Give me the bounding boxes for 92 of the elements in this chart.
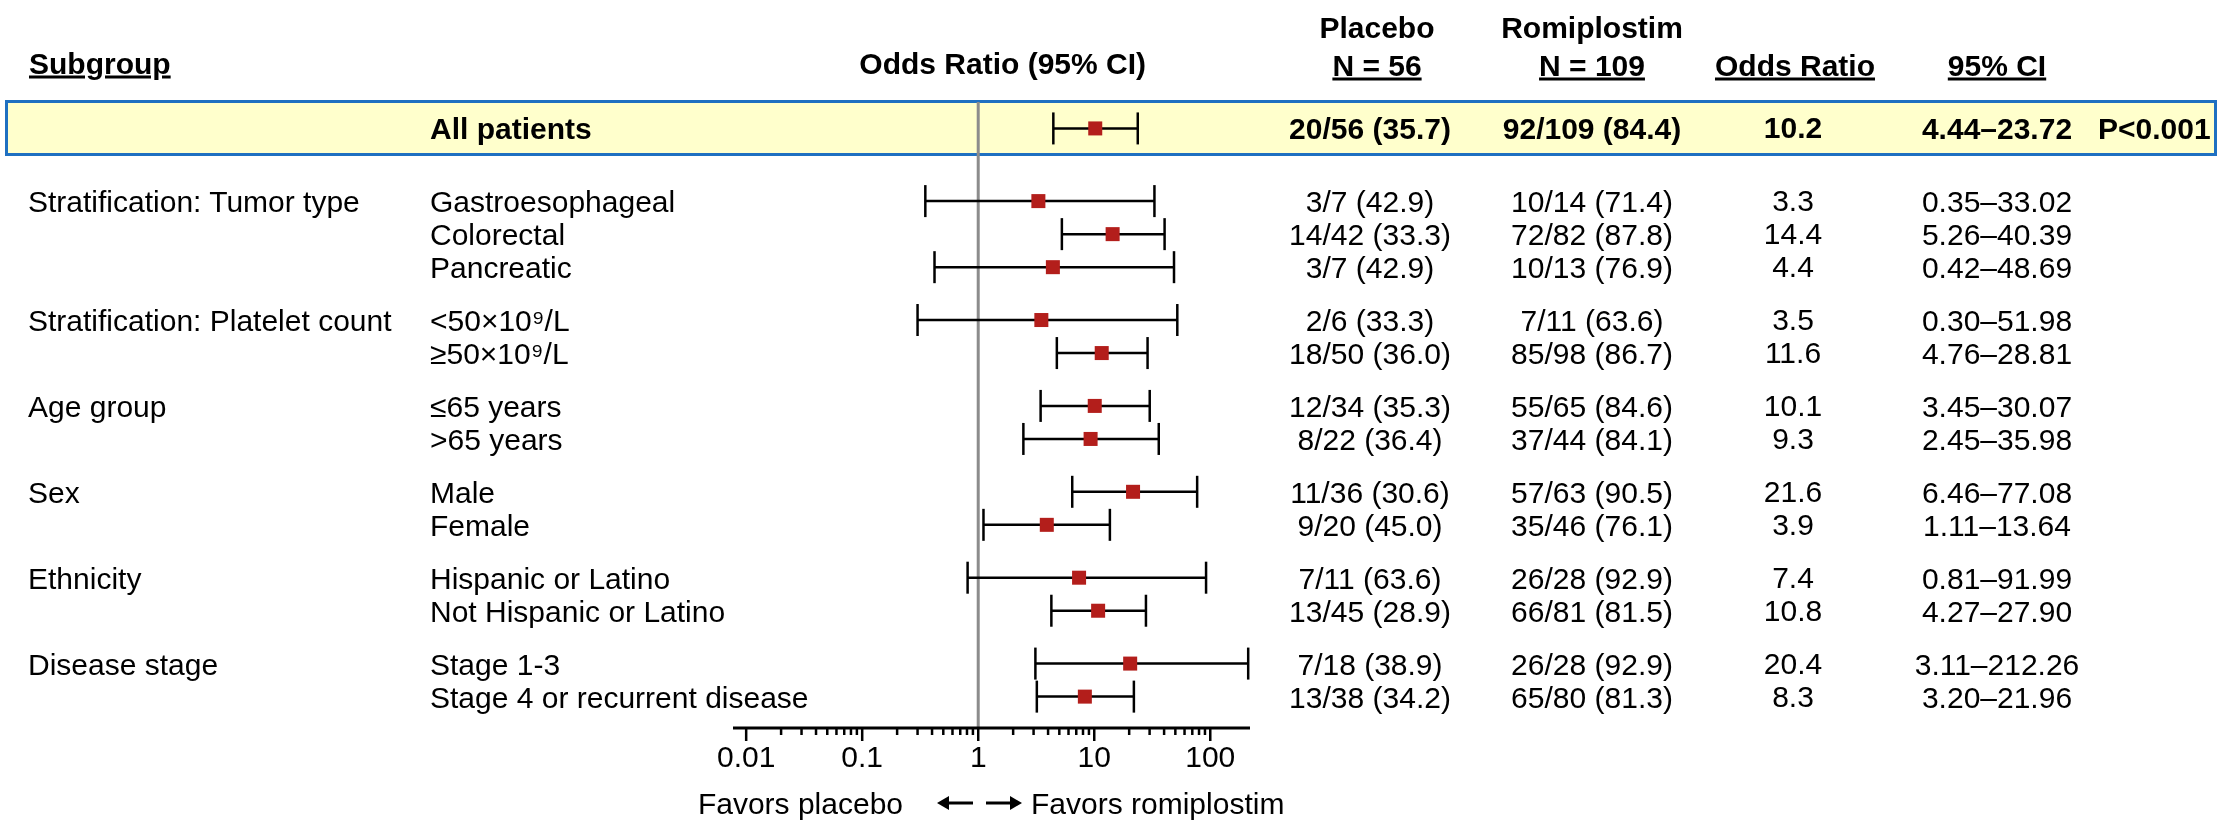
text: 1.11–13.64 xyxy=(1923,508,2071,542)
text: 72/82 (87.8) xyxy=(1511,217,1673,251)
text: 2.45–35.98 xyxy=(1921,422,2073,456)
text: 7/18 (38.9) xyxy=(1297,647,1443,681)
data-label: 8.3 xyxy=(1772,679,1814,713)
y-tick-label: Pancreatic xyxy=(430,250,572,284)
y-tick-label: Male xyxy=(430,475,496,509)
x-tick-label: 100 xyxy=(1185,740,1236,773)
y2-tick-label: Stratification: Platelet count xyxy=(28,303,392,337)
text: 12/34 (35.3) xyxy=(1289,389,1451,423)
y-tick-label: Not Hispanic or Latino xyxy=(430,594,726,628)
text: 26/28 (92.9) xyxy=(1511,561,1673,595)
y2-tick-label: Sex xyxy=(28,475,80,509)
text: 10/14 (71.4) xyxy=(1511,184,1673,218)
text: 3/7 (42.9) xyxy=(1305,250,1435,284)
data-label: 9.3 xyxy=(1772,421,1814,455)
y-tick-label: All patients xyxy=(430,111,592,145)
text: N = 109 xyxy=(1539,48,1645,82)
text: P<0.001 xyxy=(2098,111,2211,145)
data-label: 14.4 xyxy=(1763,217,1823,251)
text: 37/44 (84.1) xyxy=(1511,422,1673,456)
text: 10/13 (76.9) xyxy=(1511,250,1673,284)
text: 92/109 (84.4) xyxy=(1502,111,1682,145)
text: 4.27–27.90 xyxy=(1921,594,2073,628)
y-tick-label: ≤65 years xyxy=(430,389,562,423)
text: 5.26–40.39 xyxy=(1921,217,2073,251)
text: 3.11–212.26 xyxy=(1914,647,2080,681)
text: 3.20–21.96 xyxy=(1921,680,2073,714)
text: 4.76–28.81 xyxy=(1921,336,2073,370)
text: Odds Ratio xyxy=(1714,48,1876,82)
data-label: 21.6 xyxy=(1763,474,1823,508)
y-tick-label: Stage 1-3 xyxy=(430,647,561,681)
text: 0.30–51.98 xyxy=(1921,303,2073,337)
text: 7/11 (63.6) xyxy=(1520,303,1664,337)
y-tick-label: >65 years xyxy=(430,422,563,456)
y-tick-label: <50×10⁹/L xyxy=(430,303,570,337)
data-label: 10.2 xyxy=(1763,111,1823,145)
data-label: 3.3 xyxy=(1772,184,1814,218)
x-tick-label: 0.1 xyxy=(841,740,884,773)
text: 14/42 (33.3) xyxy=(1289,217,1451,251)
y2-tick-label: Stratification: Tumor type xyxy=(28,184,360,218)
y-tick-label: ≥50×10⁹/L xyxy=(430,336,569,370)
text: 66/81 (81.5) xyxy=(1511,594,1673,628)
text: 8/22 (36.4) xyxy=(1297,422,1443,456)
data-label: 4.4 xyxy=(1772,250,1814,284)
text: 7/11 (63.6) xyxy=(1298,561,1442,595)
y2-tick-label: Age group xyxy=(28,389,167,423)
text: 13/45 (28.9) xyxy=(1289,594,1451,628)
data-label: 3.9 xyxy=(1772,507,1814,541)
text: 4.44–23.72 xyxy=(1921,111,2073,145)
text: Romiplostim xyxy=(1501,10,1683,44)
text: 57/63 (90.5) xyxy=(1511,475,1673,509)
y-tick-label: Colorectal xyxy=(430,217,566,251)
y2-tick-label: Disease stage xyxy=(28,647,219,681)
text: 3/7 (42.9) xyxy=(1305,184,1435,218)
text: 20/56 (35.7) xyxy=(1289,111,1451,145)
text: 0.35–33.02 xyxy=(1921,184,2073,218)
data-label: 7.4 xyxy=(1772,560,1814,594)
y-tick-label: Gastroesophageal xyxy=(430,184,676,218)
text: Odds Ratio (95% CI) xyxy=(859,46,1146,80)
text: 6.46–77.08 xyxy=(1921,475,2073,509)
data-label: 10.8 xyxy=(1763,593,1823,627)
text: Favors placebo xyxy=(697,786,903,820)
text: 26/28 (92.9) xyxy=(1511,647,1673,681)
data-label: 20.4 xyxy=(1763,646,1823,680)
text: Favors romiplostim xyxy=(1031,786,1285,820)
x-tick-label: 10 xyxy=(1077,740,1111,773)
text: 65/80 (81.3) xyxy=(1511,680,1673,714)
x-tick-label: 1 xyxy=(969,740,987,773)
text: Placebo xyxy=(1319,10,1435,44)
text: 3.45–30.07 xyxy=(1921,389,2073,423)
x-tick-label: 0.01 xyxy=(716,740,776,773)
text: 0.42–48.69 xyxy=(1921,250,2073,284)
text: 35/46 (76.1) xyxy=(1511,508,1673,542)
data-label: 3.5 xyxy=(1772,303,1814,337)
text: N = 56 xyxy=(1332,48,1422,82)
y-tick-label: Hispanic or Latino xyxy=(430,561,671,595)
text: 55/65 (84.6) xyxy=(1511,389,1673,423)
text: 0.81–91.99 xyxy=(1921,561,2073,595)
text: 95% CI xyxy=(1947,48,2047,82)
y-tick-label: Female xyxy=(430,508,531,542)
text: 2/6 (33.3) xyxy=(1305,303,1435,337)
text: 13/38 (34.2) xyxy=(1289,680,1451,714)
data-label: 11.6 xyxy=(1764,336,1822,370)
text: 9/20 (45.0) xyxy=(1297,508,1443,542)
text: Subgroup xyxy=(29,46,171,80)
data-label: 10.1 xyxy=(1763,388,1823,422)
text: 85/98 (86.7) xyxy=(1511,336,1673,370)
y-tick-label: Stage 4 or recurrent disease xyxy=(430,680,809,714)
text: 18/50 (36.0) xyxy=(1289,336,1451,370)
y2-tick-label: Ethnicity xyxy=(28,561,142,595)
text: 11/36 (30.6) xyxy=(1290,475,1450,509)
